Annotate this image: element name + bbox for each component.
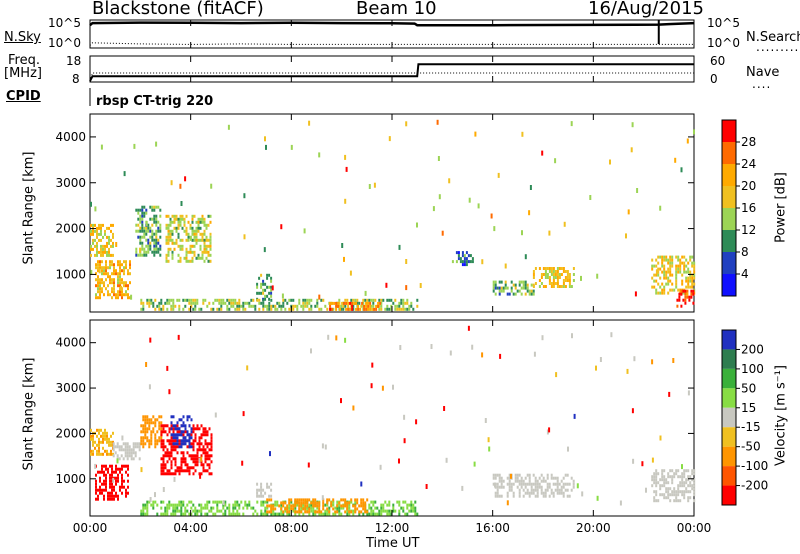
nsky-tick-bottom: 10^0 (48, 36, 81, 50)
velocity-colorbar-swatch-2 (722, 368, 736, 389)
power-colorbar-swatch-0 (722, 120, 736, 142)
cpid-label: CPID (6, 89, 41, 104)
power-ytick-label-1: 3000 (55, 176, 86, 190)
velocity-colorbar-swatch-0 (722, 330, 736, 350)
power-ytick-label-0: 4000 (55, 130, 86, 144)
velocity-colorbar-frame (721, 329, 737, 506)
velocity-region-10 (651, 469, 696, 503)
velocity-region-1 (112, 442, 141, 461)
xtick-label-6: 00:00 (677, 521, 712, 535)
velocity-colorbar-swatch-5 (722, 427, 736, 447)
station-title: Blackstone (fitACF) (92, 0, 264, 19)
power-ylabel: Slant Range [km] (21, 151, 37, 265)
velocity-colorbar-swatch-4 (722, 407, 736, 428)
velocity-region-9 (492, 473, 575, 498)
power-colorbar-swatch-7 (722, 274, 736, 296)
power-region-1 (95, 260, 131, 300)
nsearch-label: N.Search (746, 30, 800, 45)
nsearch-dotted-key: ......... (756, 40, 800, 54)
velocity-colorbar-swatch-7 (722, 466, 736, 486)
power-region-3 (165, 214, 212, 263)
xtick-label-3: 12:00 (375, 521, 410, 535)
velocity-ytick-label-0: 4000 (55, 336, 86, 350)
velocity-region-7 (140, 500, 419, 516)
nsearch-tick-bottom: 10^0 (707, 36, 740, 50)
power-colorbar-swatch-5 (722, 230, 736, 252)
x-axis-title: Time UT (366, 536, 420, 551)
velocity-colorbar-swatch-6 (722, 446, 736, 467)
xtick-label-2: 08:00 (274, 521, 309, 535)
velocity-colorbar-tick-label-0: 200 (741, 342, 764, 356)
freq-unit-label: [MHz] (4, 66, 42, 81)
power-region-8 (492, 280, 535, 296)
xtick-label-0: 00:00 (73, 521, 108, 535)
power-colorbar-swatch-4 (722, 208, 736, 230)
velocity-region-5 (170, 415, 193, 449)
power-colorbar-tick-label-6: 4 (741, 267, 749, 281)
power-colorbar-label: Power [dB] (773, 172, 789, 243)
velocity-region-3 (140, 415, 163, 449)
velocity-ytick-label-3: 1000 (55, 472, 86, 486)
velocity-colorbar-tick-label-4: -15 (741, 420, 761, 434)
velocity-colorbar-tick-label-3: 15 (741, 401, 756, 415)
velocity-region-8 (266, 498, 369, 514)
velocity-ytick-label-1: 3000 (55, 381, 86, 395)
power-colorbar-tick-label-5: 8 (741, 245, 749, 259)
power-colorbar-tick-label-2: 20 (741, 179, 756, 193)
velocity-colorbar-tick-label-5: -50 (741, 440, 761, 454)
nave-dotted-key: .... (752, 77, 772, 91)
power-ytick-label-2: 2000 (55, 222, 86, 236)
power-region-11 (676, 289, 695, 308)
velocity-colorbar-label: Velocity [m s⁻¹] (773, 365, 789, 466)
beam-title: Beam 10 (356, 0, 437, 19)
velocity-colorbar-tick-label-7: -200 (741, 479, 768, 493)
velocity-colorbar-swatch-8 (722, 485, 736, 505)
velocity-ytick-label-2: 2000 (55, 426, 86, 440)
power-colorbar-tick-label-3: 16 (741, 201, 756, 215)
power-colorbar-tick-label-4: 12 (741, 223, 756, 237)
power-colorbar-tick-label-1: 24 (741, 157, 756, 171)
power-region-9 (532, 267, 575, 288)
power-colorbar-swatch-3 (722, 186, 736, 208)
power-panel-frame (89, 113, 695, 313)
nsearch-tick-top: 10^5 (707, 16, 740, 30)
nave-tick-bottom: 0 (710, 72, 718, 86)
velocity-colorbar-swatch-3 (722, 388, 736, 408)
velocity-panel-frame (89, 319, 695, 517)
xtick-label-4: 16:00 (475, 521, 510, 535)
power-colorbar-swatch-1 (722, 142, 736, 164)
power-colorbar-tick-label-0: 28 (741, 135, 756, 149)
freq-label: Freq. (8, 53, 40, 68)
freq-tick-top: 18 (66, 54, 82, 68)
nsky-label: N.Sky (4, 30, 41, 45)
velocity-colorbar-swatch-1 (722, 349, 736, 369)
xtick-label-1: 04:00 (173, 521, 208, 535)
velocity-region-6 (256, 482, 273, 498)
cpid-text: rbsp CT-trig 220 (96, 94, 214, 109)
freq-line (89, 63, 694, 82)
nave-line (89, 72, 694, 82)
freq-tick-bottom: 8 (72, 72, 80, 86)
velocity-colorbar-tick-label-1: 100 (741, 362, 764, 376)
velocity-ylabel: Slant Range [km] (21, 357, 37, 471)
velocity-colorbar-tick-label-6: -100 (741, 459, 768, 473)
nave-label: Nave (746, 65, 780, 80)
power-region-6 (329, 301, 382, 311)
power-ytick-label-3: 1000 (55, 267, 86, 281)
power-noise (90, 119, 695, 300)
power-region-7 (451, 251, 474, 267)
velocity-region-0 (90, 428, 114, 456)
power-colorbar-swatch-2 (722, 164, 736, 186)
velocity-region-2 (95, 464, 129, 501)
power-colorbar-swatch-6 (722, 252, 736, 274)
velocity-noise (94, 325, 690, 506)
power-region-4 (256, 273, 273, 301)
date-title: 16/Aug/2015 (588, 0, 704, 19)
nsky-tick-top: 10^5 (48, 16, 81, 30)
velocity-colorbar-tick-label-2: 50 (741, 381, 756, 395)
nave-tick-top: 60 (710, 54, 726, 68)
xtick-label-5: 20:00 (576, 521, 611, 535)
power-region-10 (651, 255, 696, 295)
